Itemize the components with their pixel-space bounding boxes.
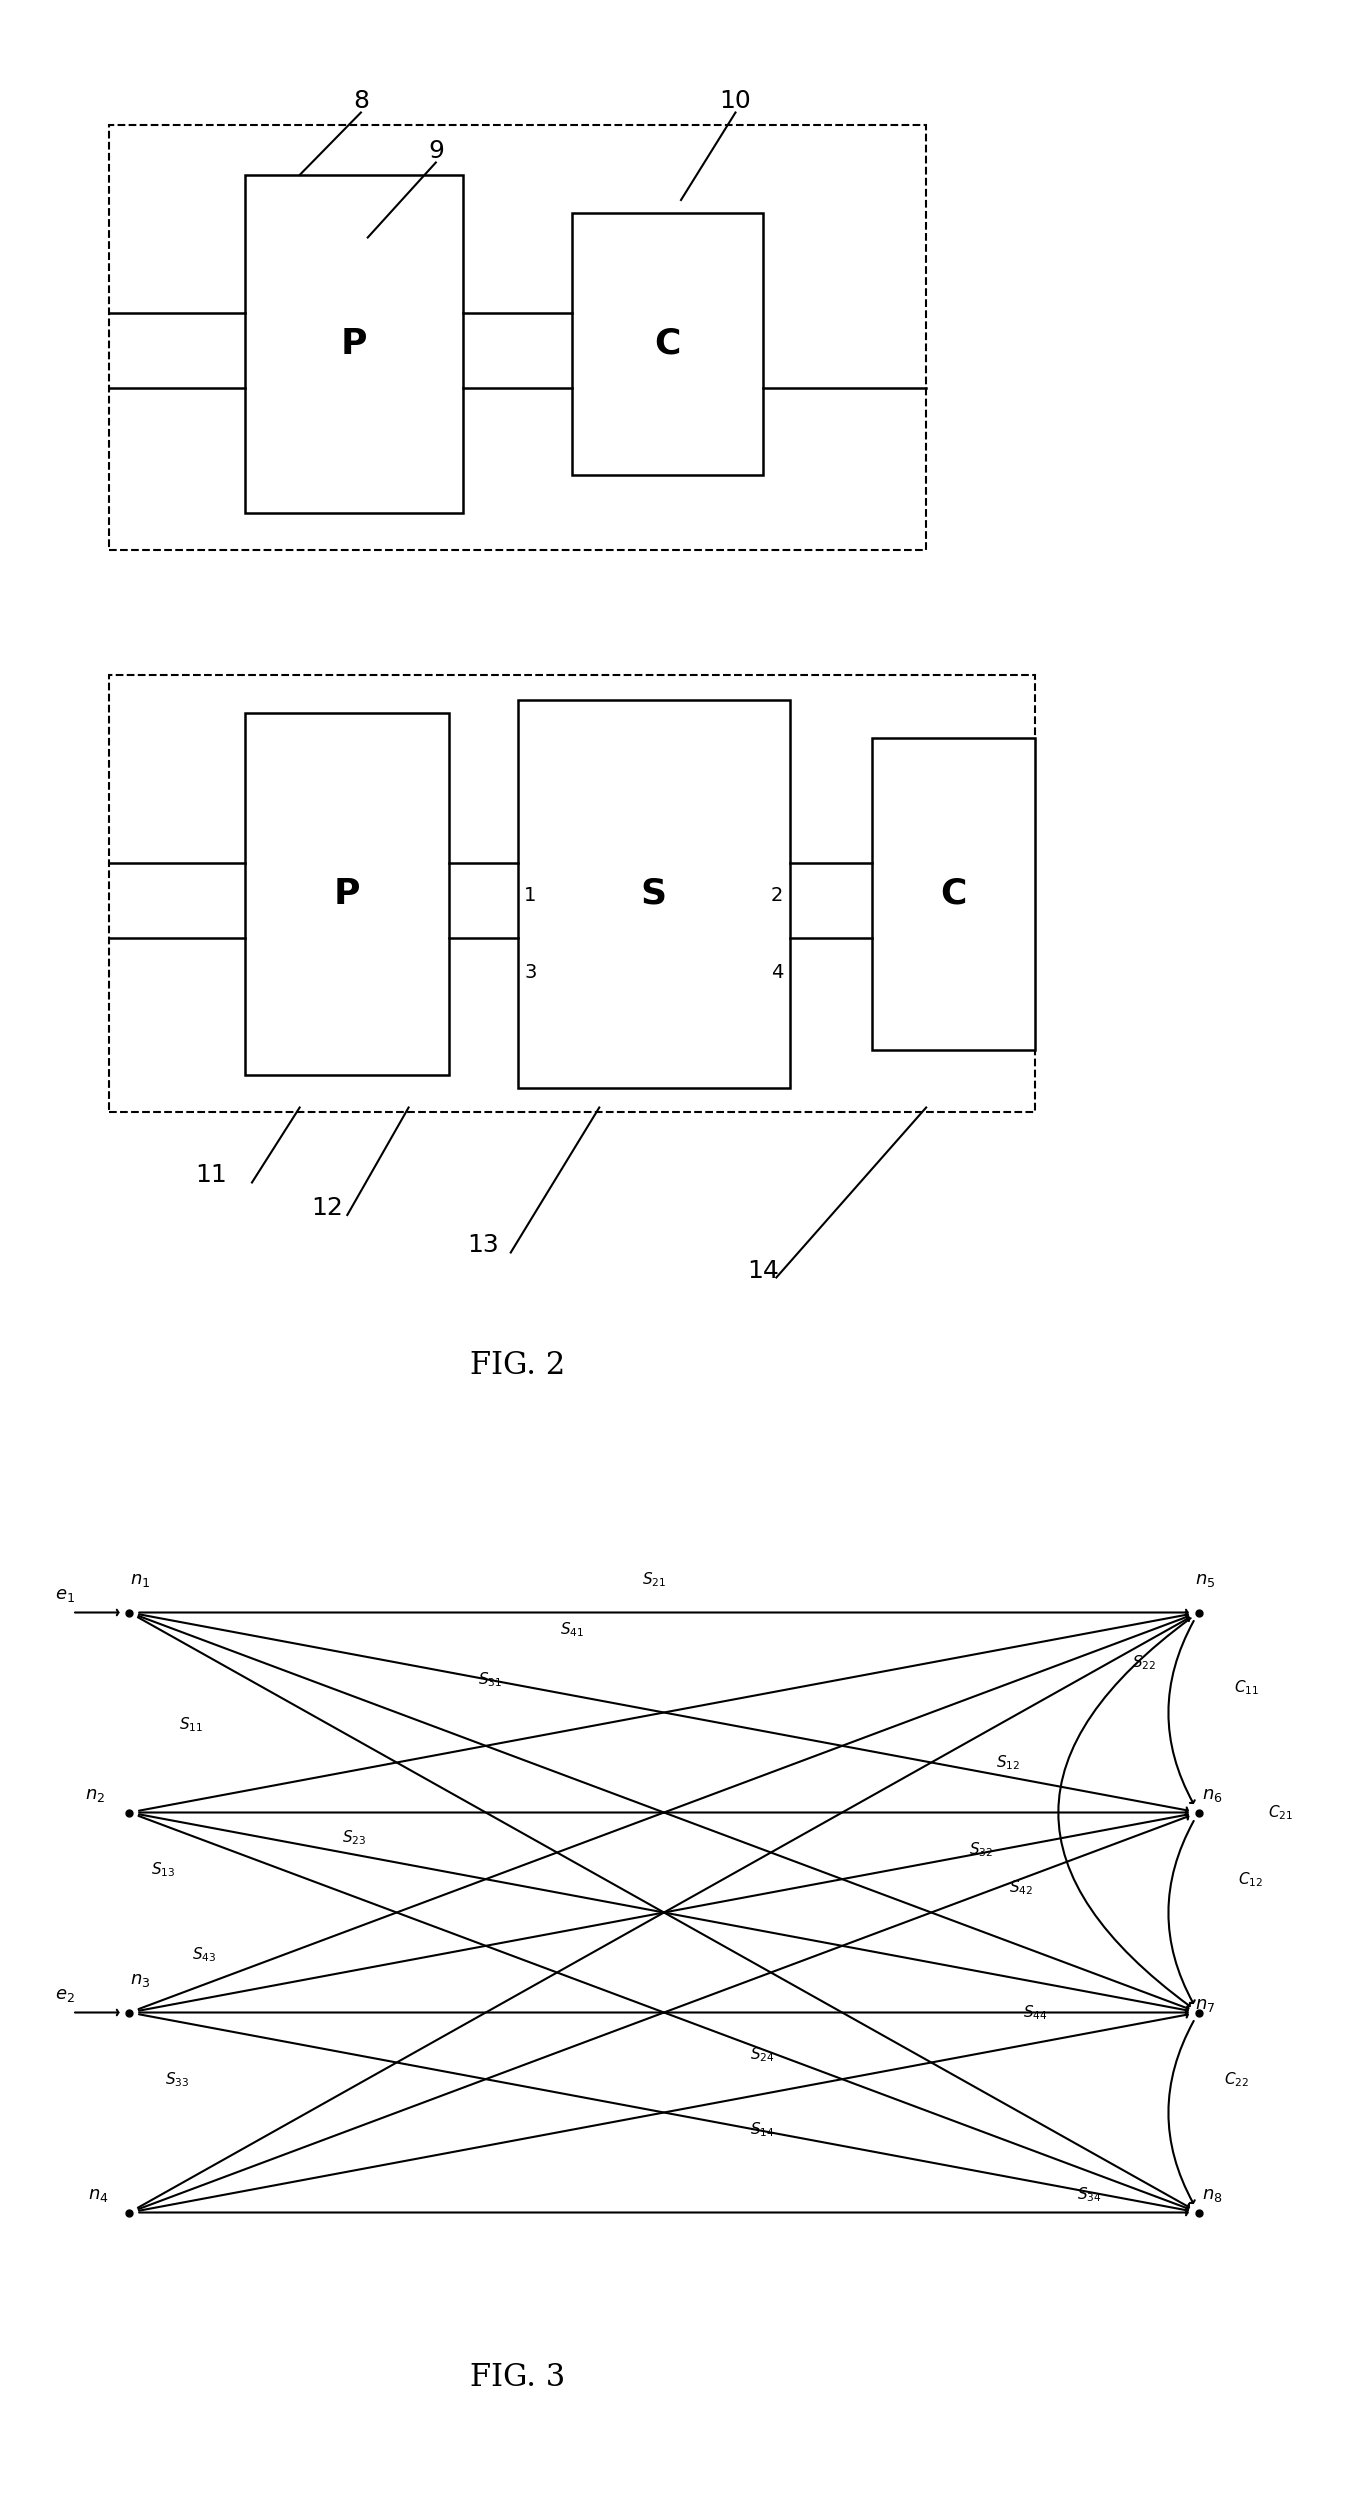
Text: 9: 9 — [428, 138, 444, 162]
Text: $e_2$: $e_2$ — [56, 1985, 75, 2005]
Text: $n_8$: $n_8$ — [1201, 2185, 1223, 2205]
Text: $n_7$: $n_7$ — [1196, 1995, 1215, 2015]
Text: $n_4$: $n_4$ — [87, 2185, 109, 2205]
Text: $S_{31}$: $S_{31}$ — [478, 1670, 503, 1690]
Text: P: P — [334, 878, 361, 910]
Text: $S_{43}$: $S_{43}$ — [192, 1945, 217, 1965]
Text: FIG. 2: FIG. 2 — [470, 1350, 565, 1380]
Text: $n_6$: $n_6$ — [1201, 1785, 1223, 1805]
Text: $S_{41}$: $S_{41}$ — [560, 1620, 584, 1640]
Text: $S_{42}$: $S_{42}$ — [1009, 1878, 1034, 1898]
FancyBboxPatch shape — [109, 675, 1035, 1112]
Text: $S_{14}$: $S_{14}$ — [750, 2120, 775, 2140]
Text: $n_2$: $n_2$ — [86, 1785, 105, 1805]
Text: $S_{22}$: $S_{22}$ — [1132, 1652, 1156, 1672]
Text: 3: 3 — [524, 962, 537, 982]
Text: 13: 13 — [467, 1232, 500, 1258]
Text: $e_1$: $e_1$ — [56, 1585, 75, 1605]
Text: C: C — [940, 878, 967, 910]
Text: 12: 12 — [311, 1195, 343, 1220]
FancyBboxPatch shape — [109, 125, 926, 550]
Text: 4: 4 — [771, 962, 783, 982]
Text: P: P — [340, 328, 368, 360]
Text: $C_{22}$: $C_{22}$ — [1224, 2070, 1249, 2090]
FancyBboxPatch shape — [518, 700, 790, 1088]
Text: S: S — [640, 878, 667, 910]
Text: $S_{23}$: $S_{23}$ — [342, 1828, 366, 1848]
Text: $C_{21}$: $C_{21}$ — [1268, 1802, 1293, 1822]
Text: $S_{34}$: $S_{34}$ — [1077, 2185, 1102, 2205]
Text: 8: 8 — [353, 88, 369, 112]
Text: FIG. 3: FIG. 3 — [470, 2362, 565, 2392]
FancyBboxPatch shape — [572, 213, 763, 475]
Text: C: C — [654, 328, 681, 360]
Text: $S_{21}$: $S_{21}$ — [642, 1570, 666, 1590]
Text: $n_5$: $n_5$ — [1196, 1570, 1215, 1590]
Text: $S_{11}$: $S_{11}$ — [178, 1715, 203, 1735]
Text: $S_{44}$: $S_{44}$ — [1023, 2002, 1047, 2022]
Text: $S_{12}$: $S_{12}$ — [996, 1752, 1020, 1772]
Text: $C_{11}$: $C_{11}$ — [1234, 1678, 1258, 1698]
Text: $S_{13}$: $S_{13}$ — [151, 1860, 176, 1880]
Text: $S_{32}$: $S_{32}$ — [968, 1840, 993, 1860]
Text: $S_{33}$: $S_{33}$ — [165, 2070, 189, 2090]
Text: 14: 14 — [746, 1258, 779, 1282]
Text: $S_{24}$: $S_{24}$ — [750, 2045, 775, 2065]
Text: $n_1$: $n_1$ — [131, 1570, 150, 1590]
FancyBboxPatch shape — [872, 738, 1035, 1050]
Text: 10: 10 — [719, 88, 752, 112]
Text: 11: 11 — [195, 1162, 227, 1187]
FancyBboxPatch shape — [245, 175, 463, 512]
Text: 2: 2 — [771, 885, 783, 905]
FancyBboxPatch shape — [245, 712, 449, 1075]
Text: $n_3$: $n_3$ — [131, 1970, 150, 1990]
Text: $C_{12}$: $C_{12}$ — [1238, 1870, 1263, 1890]
Text: 1: 1 — [524, 885, 537, 905]
